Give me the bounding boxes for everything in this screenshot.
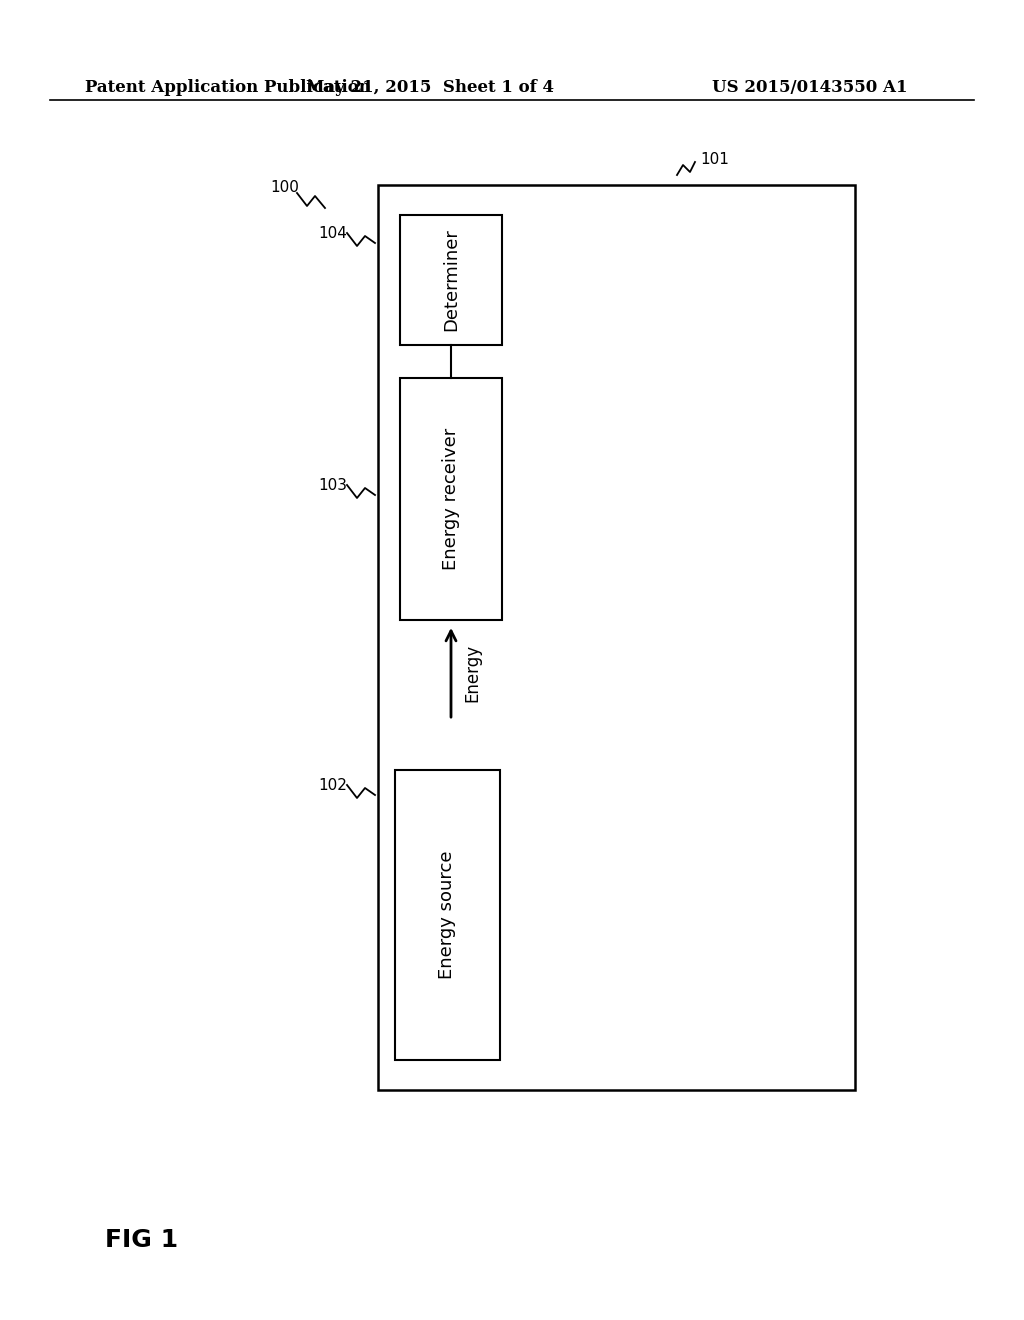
Text: US 2015/0143550 A1: US 2015/0143550 A1 xyxy=(713,79,907,96)
Text: Determiner: Determiner xyxy=(442,228,460,331)
Text: FIG 1: FIG 1 xyxy=(105,1228,178,1251)
Text: May 21, 2015  Sheet 1 of 4: May 21, 2015 Sheet 1 of 4 xyxy=(306,79,554,96)
Text: 104: 104 xyxy=(318,226,347,240)
Text: Energy receiver: Energy receiver xyxy=(442,428,460,570)
Text: Patent Application Publication: Patent Application Publication xyxy=(85,79,371,96)
Bar xyxy=(400,378,502,620)
Bar xyxy=(400,215,502,345)
Text: 101: 101 xyxy=(700,153,729,168)
Bar xyxy=(378,185,855,1090)
Text: Energy: Energy xyxy=(463,643,481,701)
Bar xyxy=(395,770,500,1060)
Text: 100: 100 xyxy=(270,181,299,195)
Text: 103: 103 xyxy=(318,478,347,492)
Text: Energy source: Energy source xyxy=(438,851,457,979)
Text: 102: 102 xyxy=(318,777,347,792)
